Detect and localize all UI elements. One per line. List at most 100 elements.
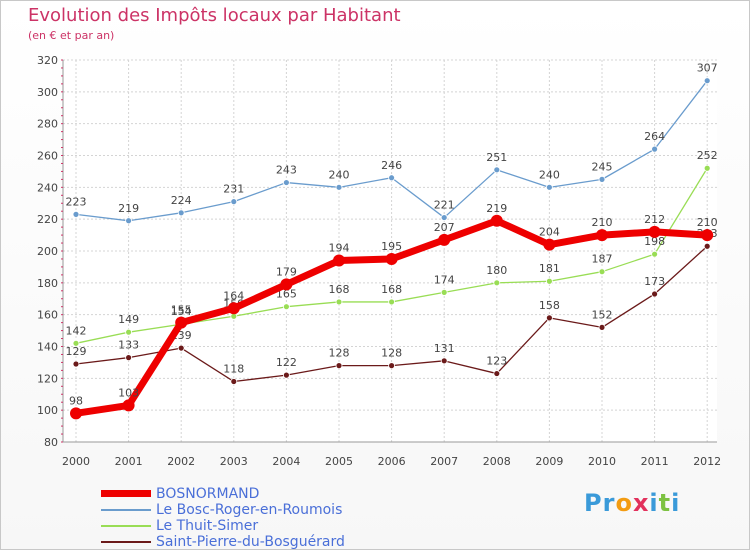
y-tick-label: 240 — [37, 181, 58, 194]
data-point — [280, 278, 293, 291]
data-point — [598, 268, 606, 276]
data-point — [598, 175, 606, 183]
data-label: 98 — [69, 394, 83, 407]
data-label: 128 — [329, 347, 350, 360]
data-label: 164 — [223, 289, 244, 302]
data-label: 165 — [276, 288, 297, 301]
data-label: 194 — [329, 242, 350, 255]
x-tick-label: 2000 — [62, 455, 90, 468]
data-point — [651, 250, 658, 258]
data-point — [543, 238, 556, 251]
data-label: 219 — [486, 202, 507, 215]
data-point — [546, 277, 553, 285]
y-tick-label: 180 — [37, 277, 58, 290]
x-tick-label: 2002 — [167, 455, 195, 468]
data-point — [546, 314, 553, 322]
data-label: 307 — [697, 62, 718, 75]
data-label: 149 — [118, 313, 139, 326]
data-point — [282, 303, 290, 311]
data-label: 142 — [66, 324, 87, 337]
y-tick-label: 160 — [37, 309, 58, 322]
data-point — [651, 290, 658, 298]
data-point — [388, 174, 396, 182]
data-point — [388, 362, 396, 370]
data-point — [335, 362, 343, 370]
legend-swatch-bosnormand — [101, 490, 151, 497]
data-label: 195 — [381, 240, 402, 253]
data-label: 180 — [486, 264, 507, 277]
x-tick-label: 2003 — [220, 455, 248, 468]
data-point — [335, 183, 343, 191]
logo-letter: i — [649, 489, 659, 517]
data-label: 212 — [644, 213, 665, 226]
data-point — [598, 323, 606, 331]
data-point — [125, 354, 132, 362]
data-label: 245 — [592, 160, 613, 173]
logo-letter: o — [615, 489, 633, 517]
logo-letter: r — [602, 489, 616, 517]
legend-label-thuit-simer: Le Thuit-Simer — [156, 518, 259, 534]
data-point — [122, 399, 135, 412]
data-point — [438, 233, 451, 246]
data-label: 158 — [539, 299, 560, 312]
x-tick-label: 2012 — [693, 455, 721, 468]
data-label: 187 — [592, 253, 613, 266]
data-point — [701, 229, 714, 242]
x-tick-label: 2011 — [641, 455, 669, 468]
data-point — [282, 179, 290, 186]
data-label: 219 — [118, 202, 139, 215]
data-point — [546, 183, 553, 191]
chart-title: Evolution des Impôts locaux par Habitant — [28, 5, 401, 26]
data-label: 122 — [276, 356, 297, 369]
data-label: 252 — [697, 149, 718, 162]
data-label: 168 — [381, 283, 402, 296]
data-label: 210 — [697, 216, 718, 229]
data-point — [72, 339, 80, 347]
data-point — [230, 378, 238, 385]
y-tick-label: 120 — [37, 372, 58, 385]
data-point — [490, 214, 503, 227]
data-point — [177, 209, 185, 217]
logo-letter: x — [632, 489, 650, 517]
data-point — [230, 198, 238, 206]
legend-swatch-saint-pierre — [101, 541, 151, 543]
data-label: 154 — [171, 305, 192, 318]
data-label: 155 — [171, 304, 192, 317]
data-point — [596, 229, 608, 242]
data-point — [335, 298, 343, 306]
data-point — [440, 214, 448, 221]
y-tick-label: 100 — [37, 404, 58, 417]
data-label: 243 — [276, 164, 297, 177]
data-point — [440, 288, 448, 296]
x-tick-label: 2005 — [325, 455, 353, 468]
legend-swatch-bosc-roger — [101, 509, 151, 511]
data-label: 207 — [434, 221, 455, 234]
y-tick-label: 140 — [37, 341, 58, 354]
data-point — [440, 357, 448, 365]
data-point — [651, 145, 658, 153]
data-point — [648, 225, 661, 238]
data-label: 174 — [434, 273, 455, 286]
data-label: 224 — [171, 194, 192, 207]
logo-letter: i — [671, 489, 681, 517]
x-tick-label: 2001 — [115, 455, 143, 468]
data-label: 131 — [434, 342, 455, 355]
data-point — [227, 302, 240, 315]
data-label: 103 — [118, 386, 139, 399]
chart-subtitle: (en € et par an) — [28, 29, 115, 42]
data-label: 204 — [539, 226, 560, 239]
data-point — [70, 407, 82, 420]
proxiti-logo: Proxiti — [584, 489, 680, 517]
legend-label-bosc-roger: Le Bosc-Roger-en-Roumois — [156, 502, 343, 518]
data-label: 118 — [223, 363, 244, 376]
data-point — [177, 344, 185, 352]
y-tick-label: 300 — [37, 86, 58, 99]
logo-letter: t — [658, 489, 672, 517]
y-tick-label: 260 — [37, 150, 58, 163]
y-tick-label: 220 — [37, 213, 58, 226]
data-point — [388, 298, 396, 306]
data-point — [493, 370, 501, 377]
data-label: 133 — [118, 339, 139, 352]
y-tick-label: 80 — [44, 436, 58, 449]
